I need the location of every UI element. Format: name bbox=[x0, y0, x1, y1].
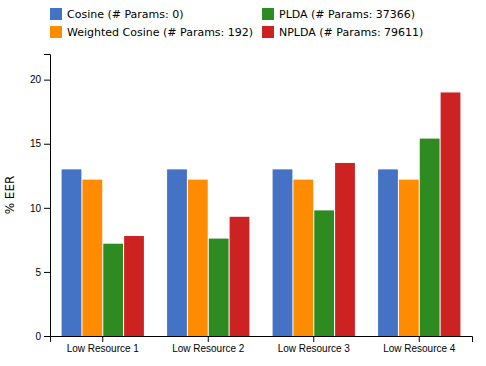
tick-label: Low Resource 3 bbox=[278, 343, 351, 354]
bar-series bbox=[103, 139, 439, 336]
tick: Low Resource 2 bbox=[172, 336, 245, 354]
tick-mark bbox=[44, 208, 50, 209]
bar-series bbox=[124, 92, 460, 336]
legend-item: Cosine (# Params: 0) bbox=[50, 8, 184, 21]
tick: 0 bbox=[35, 331, 50, 342]
tick-mark bbox=[102, 336, 103, 342]
tick-label: 10 bbox=[30, 203, 42, 214]
bar bbox=[420, 139, 440, 336]
tick-mark bbox=[44, 144, 50, 145]
tick-mark bbox=[44, 272, 50, 273]
legend-swatch bbox=[262, 26, 274, 38]
axis-line bbox=[44, 55, 51, 337]
tick-label: Low Resource 1 bbox=[67, 343, 140, 354]
legend-item: PLDA (# Params: 37366) bbox=[262, 8, 415, 21]
tick-label: 20 bbox=[30, 74, 42, 85]
bar-series bbox=[82, 180, 418, 336]
bar bbox=[82, 180, 102, 336]
legend-label: NPLDA (# Params: 79611) bbox=[279, 26, 423, 39]
tick-label: Low Resource 4 bbox=[383, 343, 456, 354]
legend-label: PLDA (# Params: 37366) bbox=[279, 8, 415, 21]
bar bbox=[273, 169, 293, 336]
tick: 15 bbox=[30, 138, 50, 149]
tick-label: 5 bbox=[35, 267, 41, 278]
tick-mark bbox=[313, 336, 314, 342]
axis-line bbox=[51, 337, 473, 343]
tick-mark bbox=[419, 336, 420, 342]
bar bbox=[335, 163, 355, 336]
bar bbox=[209, 239, 229, 336]
tick: 20 bbox=[30, 74, 50, 85]
bar bbox=[124, 236, 144, 336]
tick-mark bbox=[44, 80, 50, 81]
legend-swatch bbox=[50, 26, 62, 38]
bar bbox=[293, 180, 313, 336]
tick: Low Resource 4 bbox=[383, 336, 456, 354]
chart-svg: 05101520Low Resource 1Low Resource 2Low … bbox=[0, 0, 486, 366]
tick-mark bbox=[44, 336, 50, 337]
tick: 5 bbox=[35, 267, 50, 278]
tick: Low Resource 3 bbox=[278, 336, 351, 354]
y-axis: 0 5 10 15 20 bbox=[30, 55, 51, 342]
bars bbox=[62, 92, 461, 336]
bar bbox=[441, 92, 461, 336]
plot: 05101520Low Resource 1Low Resource 2Low … bbox=[30, 55, 473, 355]
legend: Cosine (# Params: 0) Weighted Cosine (# P… bbox=[50, 8, 423, 39]
tick: 10 bbox=[30, 203, 50, 214]
bar bbox=[167, 169, 187, 336]
legend-swatch bbox=[50, 8, 62, 20]
legend-swatch bbox=[262, 8, 274, 20]
legend-label: Cosine (# Params: 0) bbox=[67, 8, 184, 21]
legend-item: NPLDA (# Params: 79611) bbox=[262, 26, 423, 39]
bar bbox=[399, 180, 419, 336]
legend-item: Weighted Cosine (# Params: 192) bbox=[50, 26, 253, 39]
tick-label: 15 bbox=[30, 138, 42, 149]
tick-mark bbox=[208, 336, 209, 342]
bar bbox=[103, 244, 123, 336]
tick-label: 0 bbox=[35, 331, 41, 342]
legend-label: Weighted Cosine (# Params: 192) bbox=[67, 26, 253, 39]
tick-label: Low Resource 2 bbox=[172, 343, 245, 354]
x-axis: Low Resource 1 Low Resource 2 Low Resource… bbox=[51, 336, 473, 354]
bar bbox=[314, 210, 334, 336]
bar bbox=[62, 169, 82, 336]
y-axis-title: % EER bbox=[3, 176, 17, 215]
bar bbox=[230, 217, 250, 336]
bar bbox=[378, 169, 398, 336]
tick: Low Resource 1 bbox=[67, 336, 140, 354]
chart-container: 05101520Low Resource 1Low Resource 2Low … bbox=[0, 0, 486, 366]
bar bbox=[188, 180, 208, 336]
